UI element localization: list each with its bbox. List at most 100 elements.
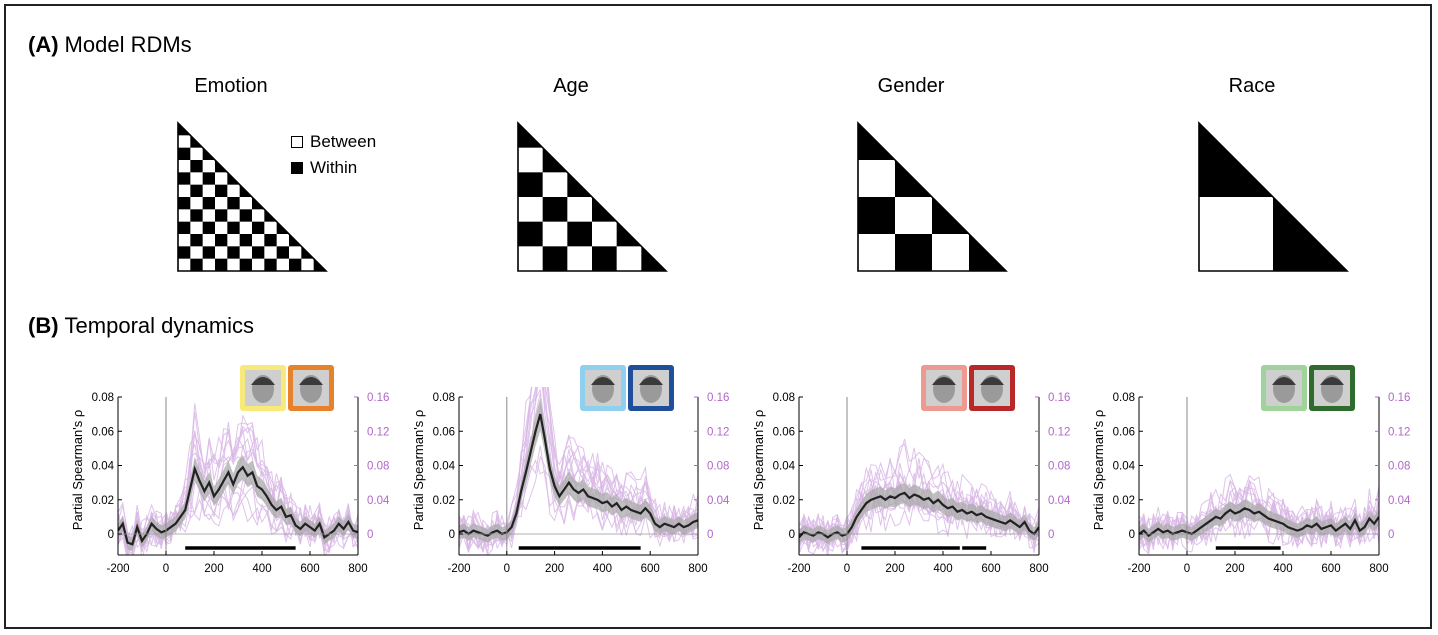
legend-within-label: Within [310, 158, 358, 177]
rdm-cell [178, 221, 191, 235]
rdm-cell [276, 258, 290, 271]
rdm-outline [517, 121, 668, 272]
y-tick-label: 0.02 [773, 495, 795, 507]
section-a-text: Model RDMs [64, 32, 192, 57]
rdm-cell [858, 197, 896, 235]
section-a-label: (A) [28, 32, 59, 57]
rdm-cell [239, 246, 253, 259]
rdm-outline [1198, 121, 1349, 272]
y2-tick-label: 0.04 [367, 495, 390, 507]
x-tick-label: 200 [885, 563, 904, 575]
ci-band [118, 455, 358, 552]
x-tick-label: 200 [1225, 563, 1244, 575]
rdm-cell [178, 197, 191, 210]
legend-within: Within [291, 159, 357, 177]
panel-emotion: -200 0 200 400 600 800 0 0.02 0.04 0.06 0.08 0 0.04 0… [70, 365, 390, 575]
x-tick-label: 400 [933, 563, 952, 575]
rdm-cell [301, 258, 314, 271]
y-tick-label: 0.06 [92, 426, 114, 438]
x-tick-label: 600 [1321, 563, 1340, 575]
panel-age: -200 0 200 400 600 800 0 0.02 0.04 0.06 0.08 0 0.04 0… [411, 365, 730, 575]
face-thumbnail [628, 365, 674, 411]
x-tick-label: 600 [641, 563, 660, 575]
rdm-cell [215, 172, 228, 185]
y2-tick-label: 0 [707, 529, 713, 541]
rdm-cell [202, 160, 216, 173]
plot-area [459, 387, 698, 555]
y2-tick-label: 0.08 [1388, 461, 1410, 473]
rdm-cell [616, 246, 642, 271]
subject-line [799, 480, 1039, 552]
y-axis-label: Partial Spearman's ρ [411, 410, 426, 530]
rdm-cell [932, 234, 970, 271]
y2-tick-label: 0.12 [1388, 426, 1410, 438]
rdm-cell [178, 160, 191, 173]
rdm-cell [239, 258, 253, 271]
y-tick-label: 0 [1129, 529, 1135, 541]
rdm-cell [202, 234, 216, 247]
hair-shape [932, 377, 956, 385]
section-b-label: (B) [28, 313, 59, 338]
rdm-cell [252, 246, 265, 259]
hair-shape [251, 377, 275, 385]
x-tick-label: -200 [106, 563, 129, 575]
x-tick-label: 0 [844, 563, 850, 575]
rdm-cell [190, 172, 203, 185]
rdm-title-race: Race [1228, 75, 1276, 97]
hair-shape [591, 377, 615, 385]
rdm-cell [178, 172, 191, 185]
x-tick-label: 800 [348, 563, 367, 575]
face-thumbnail [240, 365, 286, 411]
rdm-cell [289, 258, 302, 271]
rdm-cell [542, 172, 568, 198]
face-thumbnail [1309, 365, 1355, 411]
y2-tick-label: 0 [1388, 529, 1394, 541]
plot-area [1139, 473, 1379, 555]
y-axis-label: Partial Spearman's ρ [70, 410, 85, 530]
y-tick-label: 0.02 [1113, 495, 1135, 507]
y2-tick-label: 0.04 [707, 495, 730, 507]
rdm-cell [227, 209, 240, 222]
x-tick-label: 800 [1369, 563, 1388, 575]
y2-tick-label: 0.04 [1048, 495, 1071, 507]
rdm-race [1198, 121, 1349, 272]
rdm-cell [239, 234, 253, 247]
y-tick-label: 0.04 [773, 461, 796, 473]
y-tick-label: 0.08 [1113, 392, 1135, 404]
rdm-cell [518, 246, 543, 271]
rdm-cell [227, 234, 240, 247]
x-tick-label: 200 [545, 563, 564, 575]
y-tick-label: 0.04 [1113, 461, 1136, 473]
x-tick-label: -200 [447, 563, 470, 575]
figure-frame [4, 4, 1432, 629]
rdm-cell [202, 172, 216, 185]
y-axis-label: Partial Spearman's ρ [751, 410, 766, 530]
y2-tick-label: 0.08 [707, 461, 729, 473]
rdm-cell [190, 209, 203, 222]
x-tick-label: 0 [163, 563, 169, 575]
face-thumbnail [921, 365, 967, 411]
rdm-cell [215, 221, 228, 235]
rdm-cell [252, 209, 265, 222]
y-tick-label: 0 [789, 529, 795, 541]
rdm-cell [227, 258, 240, 271]
rdm-cell [215, 184, 228, 198]
section-b-text: Temporal dynamics [64, 313, 255, 338]
rdm-cell [289, 246, 302, 259]
y-tick-label: 0.08 [92, 392, 114, 404]
rdm-cell [518, 147, 543, 173]
x-tick-label: 600 [981, 563, 1000, 575]
rdm-cell [202, 184, 216, 198]
rdm-cell [215, 234, 228, 247]
y-tick-label: 0.04 [433, 461, 456, 473]
rdm-cell [190, 246, 203, 259]
subject-line [118, 431, 358, 555]
y2-tick-label: 0 [1048, 529, 1054, 541]
rdm-cell [239, 197, 253, 210]
rdm-title-emotion: Emotion [194, 75, 268, 97]
x-tick-label: 400 [252, 563, 271, 575]
rdm-cell [567, 221, 593, 247]
legend-between: Between [291, 133, 376, 151]
rdm-cell [276, 246, 290, 259]
